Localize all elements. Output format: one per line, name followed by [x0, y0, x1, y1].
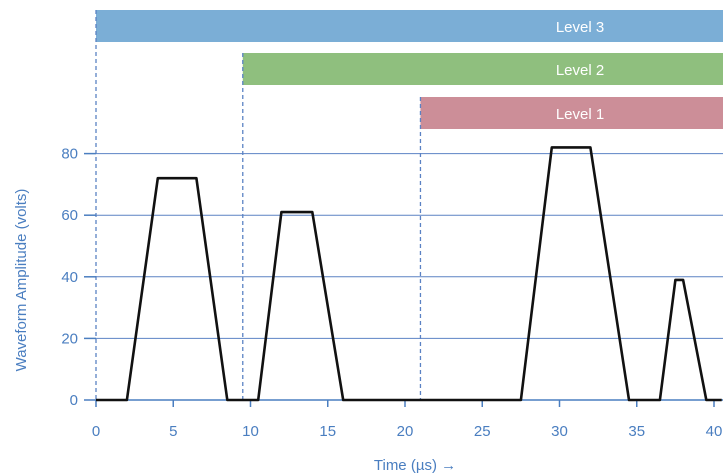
series: [96, 146, 722, 402]
level-3-band-label: Level 3: [556, 19, 604, 36]
level-bands: Level 3 Level 2 Level 1: [96, 10, 723, 129]
y-tick-label-40: 40: [61, 269, 78, 286]
x-tick-label-40: 40: [706, 423, 723, 440]
level-1-band-label: Level 1: [556, 106, 604, 123]
level-1-band: [420, 97, 723, 129]
y-tick-label-80: 80: [61, 146, 78, 163]
x-tick-label-20: 20: [397, 423, 414, 440]
x-tick-label-25: 25: [474, 423, 491, 440]
level-2-band: [242, 53, 723, 85]
y-tick-label-0: 0: [70, 392, 78, 409]
y-tick-label-20: 20: [61, 330, 78, 347]
x-axis-label: Time (µs) →: [374, 457, 456, 474]
level-dividers: [95, 10, 422, 400]
grid-lines: [96, 153, 723, 339]
x-tick-label-35: 35: [628, 423, 645, 440]
y-tick-label-60: 60: [61, 207, 78, 224]
x-tick-label-10: 10: [242, 423, 259, 440]
level-3-band: [96, 10, 723, 42]
x-tick-label-15: 15: [319, 423, 336, 440]
waveform-line-0: [96, 146, 722, 402]
x-tick-label-30: 30: [551, 423, 568, 440]
level-2-band-label: Level 2: [556, 62, 604, 79]
tick-labels: 0 20 40 60 80 0 5 10 15 20 25 30 35 40: [61, 146, 722, 440]
y-axis-label: Waveform Amplitude (volts): [13, 189, 30, 372]
x-tick-label-5: 5: [169, 423, 177, 440]
x-tick-label-0: 0: [92, 423, 100, 440]
